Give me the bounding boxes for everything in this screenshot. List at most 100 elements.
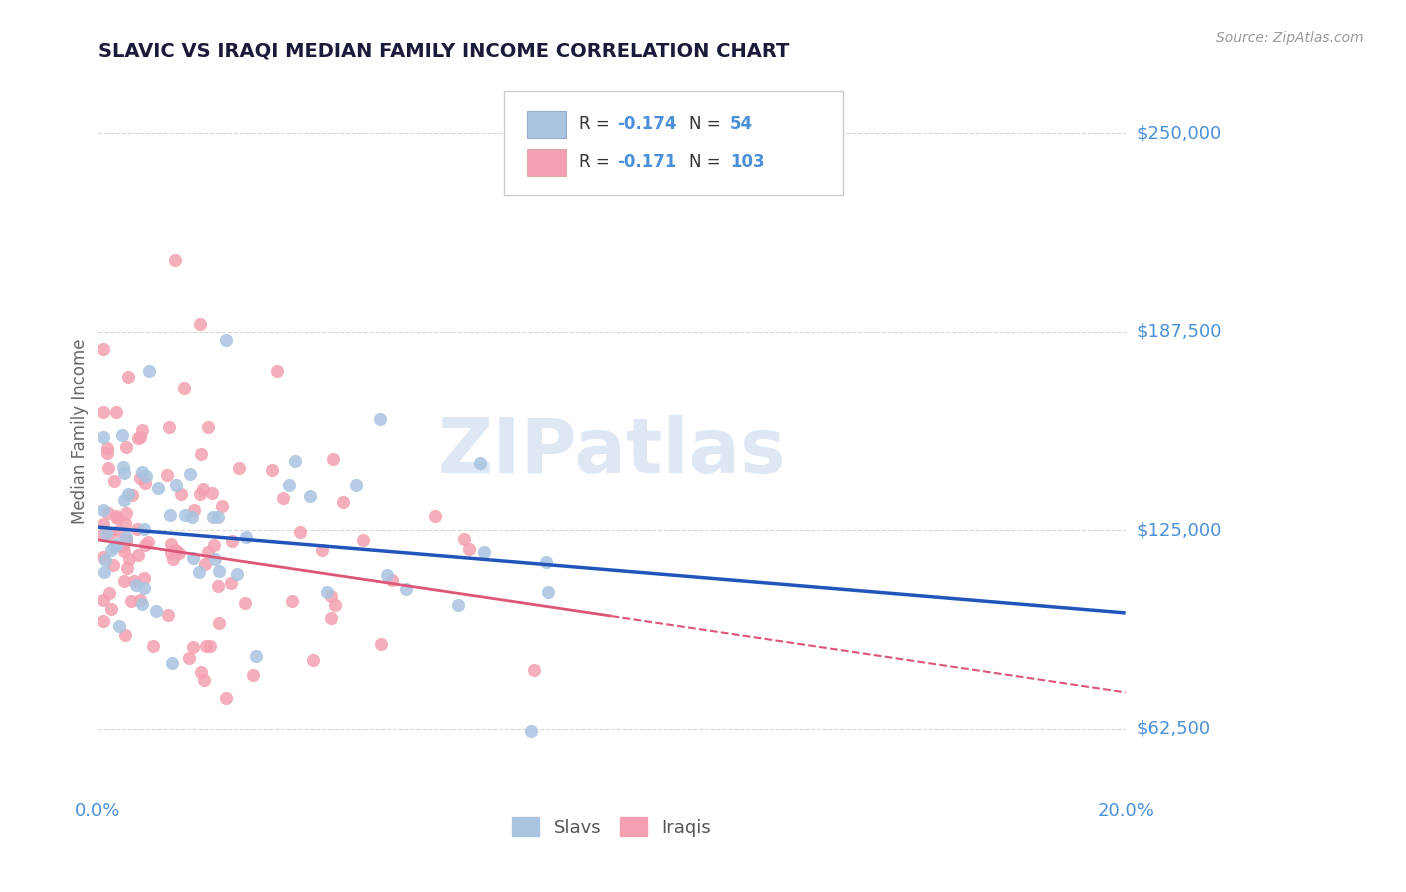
- Point: [190, 487, 212, 501]
- Point: [112, 492, 135, 507]
- Point: [91, 343, 114, 357]
- Text: R =: R =: [579, 115, 614, 133]
- Point: [214, 690, 236, 705]
- Point: [134, 538, 156, 552]
- Point: [180, 510, 202, 524]
- Point: [474, 544, 496, 558]
- Point: [124, 574, 146, 588]
- Point: [134, 581, 156, 595]
- Point: [91, 503, 114, 517]
- Point: [174, 508, 197, 522]
- Point: [104, 404, 127, 418]
- Point: [344, 477, 367, 491]
- Point: [96, 445, 118, 459]
- Point: [423, 508, 446, 523]
- Point: [537, 585, 560, 599]
- Point: [211, 499, 233, 513]
- Point: [226, 566, 249, 581]
- Point: [536, 555, 558, 569]
- Point: [188, 566, 211, 580]
- Point: [91, 593, 114, 607]
- Point: [157, 420, 180, 434]
- Point: [368, 412, 391, 426]
- Point: [395, 582, 418, 596]
- Point: [190, 665, 212, 679]
- Point: [160, 656, 183, 670]
- Point: [146, 482, 169, 496]
- Point: [162, 552, 184, 566]
- Point: [115, 506, 138, 520]
- Y-axis label: Median Family Income: Median Family Income: [72, 338, 89, 524]
- Point: [160, 546, 183, 560]
- Point: [163, 253, 186, 268]
- Point: [353, 533, 375, 547]
- Text: -0.171: -0.171: [617, 153, 676, 171]
- Point: [91, 517, 114, 532]
- Point: [190, 317, 212, 331]
- Point: [160, 537, 183, 551]
- Point: [170, 487, 193, 501]
- Point: [290, 524, 312, 539]
- Point: [193, 673, 215, 688]
- Point: [93, 565, 115, 579]
- Point: [91, 614, 114, 628]
- Point: [375, 568, 398, 582]
- Point: [125, 578, 148, 592]
- Point: [228, 460, 250, 475]
- Point: [114, 516, 136, 530]
- Point: [298, 489, 321, 503]
- Point: [127, 522, 149, 536]
- Text: SLAVIC VS IRAQI MEDIAN FAMILY INCOME CORRELATION CHART: SLAVIC VS IRAQI MEDIAN FAMILY INCOME COR…: [97, 42, 789, 61]
- Point: [183, 640, 205, 654]
- Point: [193, 482, 215, 496]
- Point: [183, 503, 205, 517]
- Point: [96, 441, 118, 455]
- Point: [91, 405, 114, 419]
- Point: [245, 648, 267, 663]
- Point: [321, 589, 343, 603]
- Point: [105, 510, 128, 524]
- Point: [101, 558, 124, 573]
- Text: ZIPatlas: ZIPatlas: [437, 416, 786, 490]
- Point: [190, 447, 212, 461]
- Point: [207, 579, 229, 593]
- Point: [134, 476, 156, 491]
- Point: [112, 574, 135, 588]
- Point: [127, 431, 149, 445]
- Point: [278, 477, 301, 491]
- Point: [120, 594, 142, 608]
- Point: [97, 506, 120, 520]
- Text: $187,500: $187,500: [1137, 323, 1222, 341]
- Point: [105, 537, 128, 551]
- Point: [458, 541, 481, 556]
- Point: [523, 663, 546, 677]
- Point: [332, 494, 354, 508]
- Point: [370, 636, 392, 650]
- Point: [121, 488, 143, 502]
- Point: [157, 607, 180, 622]
- Point: [91, 430, 114, 444]
- Point: [127, 548, 149, 562]
- Point: [165, 478, 187, 492]
- Point: [94, 553, 117, 567]
- Point: [138, 364, 160, 378]
- Point: [136, 534, 159, 549]
- Point: [165, 543, 187, 558]
- Point: [321, 611, 343, 625]
- Point: [219, 575, 242, 590]
- Point: [215, 333, 238, 347]
- Point: [271, 491, 294, 505]
- Point: [112, 544, 135, 558]
- Point: [197, 420, 219, 434]
- Point: [204, 552, 226, 566]
- Point: [468, 456, 491, 470]
- Point: [201, 486, 224, 500]
- Point: [107, 524, 129, 538]
- Point: [179, 467, 201, 482]
- Text: Source: ZipAtlas.com: Source: ZipAtlas.com: [1216, 31, 1364, 45]
- Point: [129, 430, 152, 444]
- Point: [284, 453, 307, 467]
- Text: R =: R =: [579, 153, 614, 171]
- Point: [115, 533, 138, 547]
- Point: [115, 530, 138, 544]
